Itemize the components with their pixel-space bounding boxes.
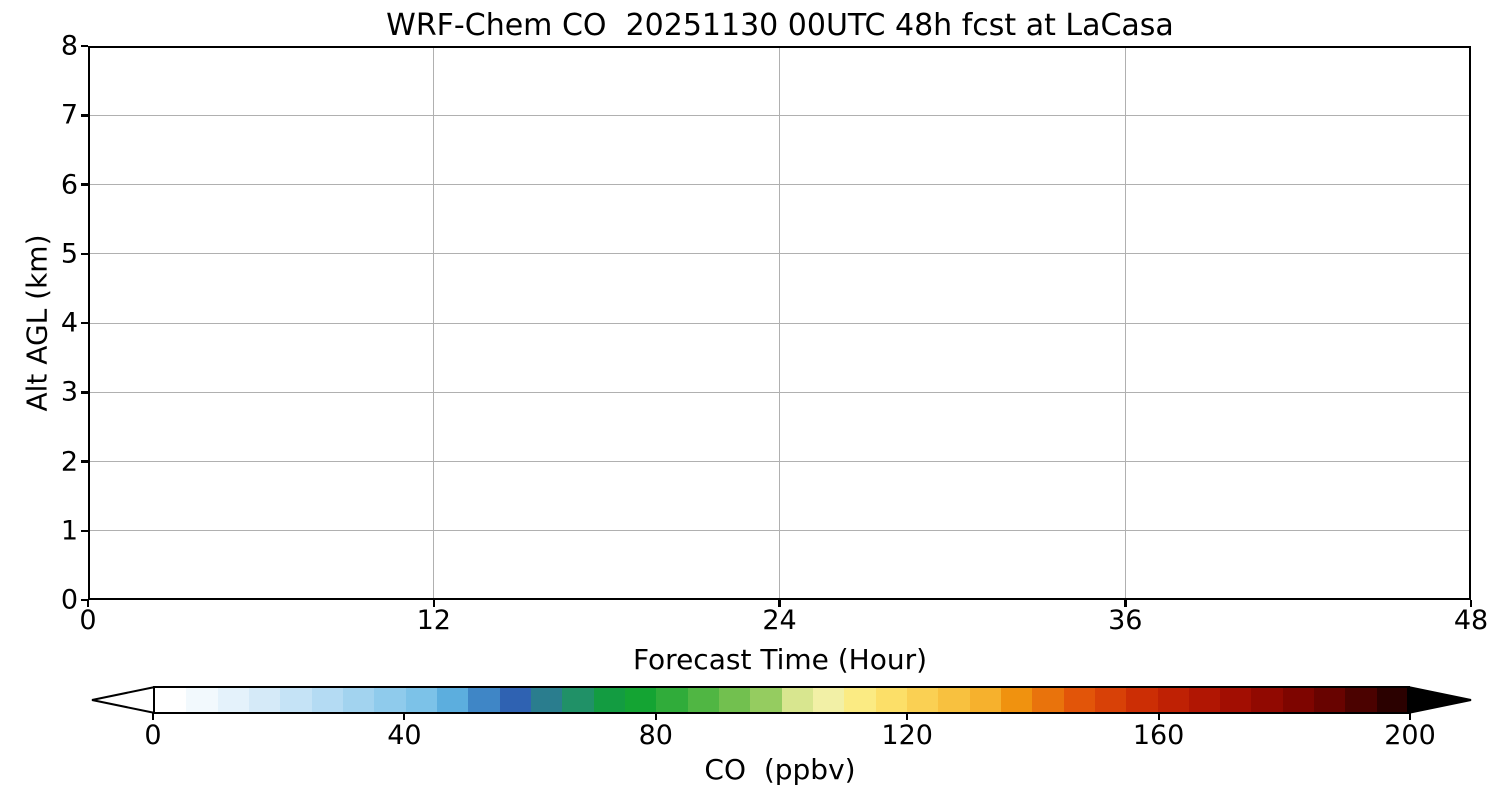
y-tick-mark xyxy=(81,460,88,463)
colorbar-segment xyxy=(1126,688,1158,712)
colorbar-segment xyxy=(718,688,751,712)
colorbar-tick-label: 160 xyxy=(1132,720,1185,751)
colorbar-segment xyxy=(248,688,281,712)
colorbar-segment xyxy=(1157,688,1189,712)
y-tick-label: 1 xyxy=(60,515,78,547)
colorbar-tick-label: 120 xyxy=(881,720,933,751)
colorbar-tick-mark xyxy=(1409,712,1411,720)
y-tick-mark xyxy=(81,321,88,325)
colorbar-segment xyxy=(468,688,500,712)
y-tick-label: 8 xyxy=(60,30,78,62)
chart-title: WRF-Chem CO 20251130 00UTC 48h fcst at L… xyxy=(386,8,1174,43)
colorbar-segment xyxy=(1345,688,1377,712)
colorbar-segment xyxy=(750,688,782,712)
x-tick-mark xyxy=(86,600,90,607)
x-tick-label: 12 xyxy=(416,605,451,636)
x-tick-label: 0 xyxy=(79,605,97,636)
colorbar-label: CO (ppbv) xyxy=(704,753,856,786)
y-tick-mark xyxy=(81,529,88,532)
colorbar-segment xyxy=(1314,688,1346,712)
colorbar-segment xyxy=(436,688,469,712)
y-gridline xyxy=(90,391,1469,393)
colorbar-segment xyxy=(155,688,187,712)
colorbar-segment xyxy=(1188,688,1221,712)
colorbar-segment xyxy=(687,688,719,712)
y-gridline xyxy=(90,322,1469,324)
colorbar-segment xyxy=(280,688,312,712)
colorbar-segment xyxy=(969,688,1001,712)
x-axis-label: Forecast Time (Hour) xyxy=(632,643,928,676)
y-tick-label: 3 xyxy=(60,376,78,408)
colorbar-segment xyxy=(656,688,688,712)
y-tick-label: 7 xyxy=(60,99,78,131)
colorbar-tick-label: 80 xyxy=(638,720,673,751)
colorbar-over-arrow xyxy=(1407,686,1472,714)
colorbar-segment xyxy=(938,688,970,712)
y-gridline xyxy=(90,253,1469,255)
colorbar-tick-label: 0 xyxy=(144,720,162,751)
x-tick-label: 48 xyxy=(1453,605,1489,636)
y-tick-mark xyxy=(81,598,88,602)
y-gridline xyxy=(90,461,1469,462)
colorbar-segment xyxy=(844,688,876,712)
colorbar-segment xyxy=(1063,688,1095,712)
colorbar-segment xyxy=(405,688,437,712)
y-tick-label: 2 xyxy=(60,446,78,477)
y-tick-label: 5 xyxy=(60,238,78,270)
y-gridline xyxy=(90,530,1469,532)
colorbar-tick-mark xyxy=(403,712,406,720)
colorbar-segment xyxy=(1094,688,1127,712)
y-gridline xyxy=(90,114,1469,116)
y-tick-mark xyxy=(81,44,88,48)
colorbar-segment xyxy=(1376,688,1409,712)
colorbar-tick-mark xyxy=(906,712,909,720)
colorbar-segment xyxy=(624,688,657,712)
colorbar-segment xyxy=(1032,688,1064,712)
colorbar-segment xyxy=(311,688,343,712)
y-tick-mark xyxy=(81,114,88,117)
colorbar-tick-mark xyxy=(1157,712,1160,720)
colorbar-segment xyxy=(781,688,813,712)
colorbar-segment xyxy=(186,688,218,712)
x-tick-mark xyxy=(1469,600,1473,607)
colorbar-segment xyxy=(1251,688,1283,712)
y-tick-mark xyxy=(81,391,88,394)
x-tick-mark xyxy=(1124,600,1127,607)
y-tick-label: 4 xyxy=(60,307,78,339)
x-tick-mark xyxy=(432,600,435,607)
y-tick-label: 6 xyxy=(60,169,78,200)
y-tick-mark xyxy=(81,183,88,186)
colorbar-under-arrow xyxy=(91,686,156,714)
colorbar-segment xyxy=(812,688,845,712)
x-tick-label: 36 xyxy=(1108,605,1143,636)
colorbar-segment xyxy=(1282,688,1315,712)
colorbar-segment xyxy=(1220,688,1252,712)
colorbar-segment xyxy=(875,688,907,712)
colorbar-segment xyxy=(499,688,531,712)
y-gridline xyxy=(90,184,1469,185)
colorbar-tick-label: 200 xyxy=(1384,720,1436,751)
colorbar-segment xyxy=(906,688,939,712)
colorbar-segment xyxy=(374,688,406,712)
colorbar-tick-label: 40 xyxy=(387,720,422,751)
colorbar-segment xyxy=(1000,688,1033,712)
colorbar xyxy=(153,686,1410,714)
colorbar-segment xyxy=(217,688,249,712)
y-tick-label: 0 xyxy=(60,584,78,616)
y-tick-mark xyxy=(81,252,88,255)
colorbar-segment xyxy=(562,688,594,712)
x-tick-label: 24 xyxy=(762,605,797,636)
colorbar-segment xyxy=(530,688,563,712)
x-tick-mark xyxy=(778,600,781,607)
colorbar-segment xyxy=(593,688,625,712)
colorbar-tick-mark xyxy=(152,712,154,720)
colorbar-tick-mark xyxy=(654,712,657,720)
colorbar-segment xyxy=(342,688,375,712)
